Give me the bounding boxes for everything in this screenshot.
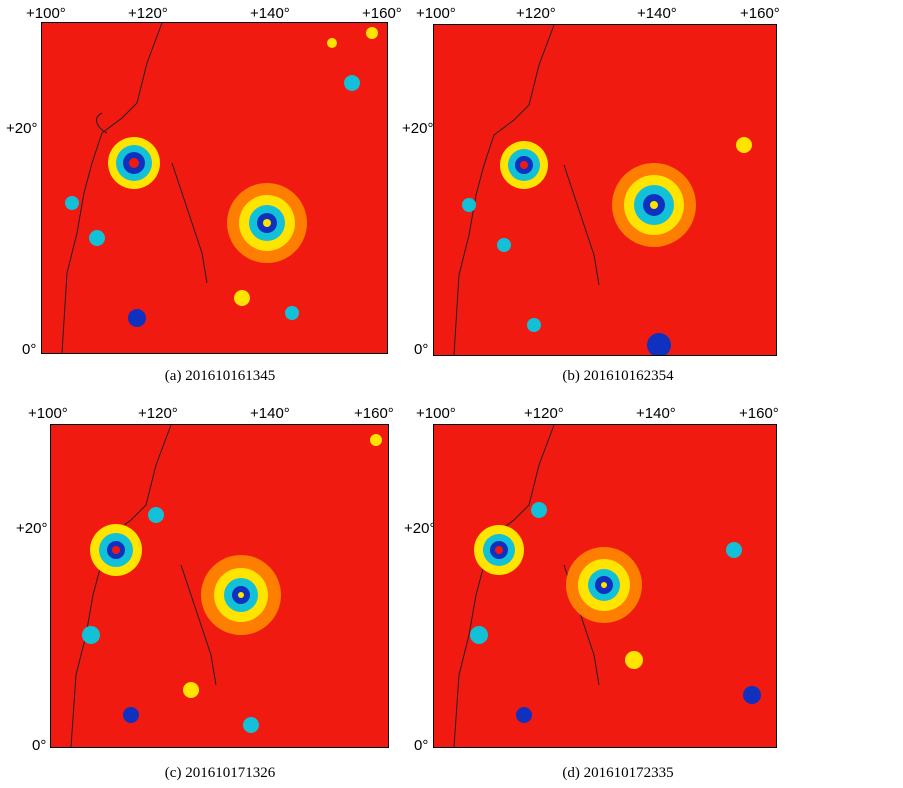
x-tick-140: +140° <box>637 5 677 22</box>
x-tick-120: +120° <box>524 405 564 422</box>
y-tick-0: 0° <box>22 341 37 358</box>
x-tick-120: +120° <box>138 405 178 422</box>
y-tick-20: +20° <box>404 520 436 537</box>
panel-b: +100° +120° +140° +160° +20° 0° (b) 2016… <box>398 0 838 392</box>
panel-d: +100° +120° +140° +160° +20° 0° (d) 2016… <box>398 396 838 788</box>
y-tick-0: 0° <box>414 341 429 358</box>
x-tick-100: +100° <box>28 405 68 422</box>
y-tick-0: 0° <box>414 737 429 754</box>
y-tick-20: +20° <box>16 520 48 537</box>
satellite-image <box>433 24 777 356</box>
panel-c: +100° +120° +140° +160° +20° 0° (c) 2016… <box>0 396 440 788</box>
y-tick-20: +20° <box>402 120 434 137</box>
satellite-image <box>50 424 389 748</box>
x-tick-160: +160° <box>740 5 780 22</box>
panel-a: +100° +120° +140° +160° +20° 0° <box>0 0 440 392</box>
caption-b: (b) 201610162354 <box>562 368 674 384</box>
y-tick-0: 0° <box>32 737 47 754</box>
caption-a: (a) 201610161345 <box>164 368 276 384</box>
y-tick-20: +20° <box>6 120 38 137</box>
x-tick-160: +160° <box>739 405 779 422</box>
x-tick-100: +100° <box>26 5 66 22</box>
caption-d: (d) 201610172335 <box>562 765 674 781</box>
x-tick-160: +160° <box>354 405 394 422</box>
x-tick-120: +120° <box>516 5 556 22</box>
x-tick-140: +140° <box>636 405 676 422</box>
x-tick-100: +100° <box>416 5 456 22</box>
caption-c: (c) 201610171326 <box>164 765 276 781</box>
x-tick-120: +120° <box>128 5 168 22</box>
satellite-image <box>433 424 777 748</box>
satellite-image <box>41 22 388 354</box>
x-tick-140: +140° <box>250 5 290 22</box>
x-tick-160: +160° <box>362 5 402 22</box>
x-tick-100: +100° <box>416 405 456 422</box>
x-tick-140: +140° <box>250 405 290 422</box>
